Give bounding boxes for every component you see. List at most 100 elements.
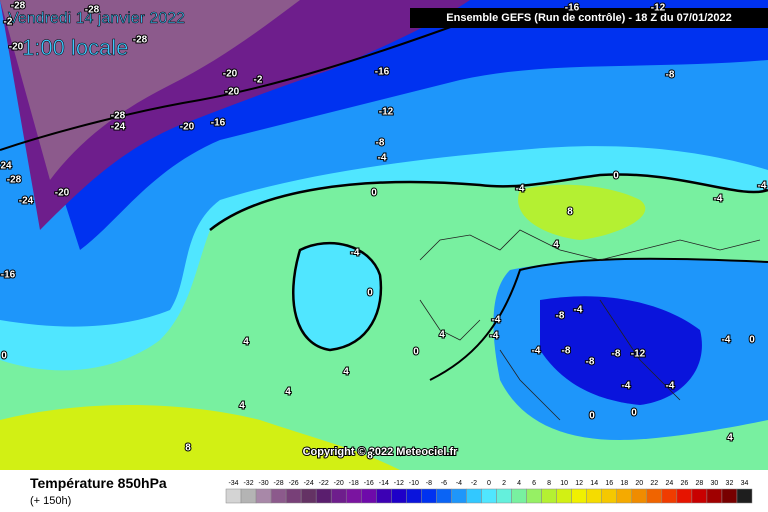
local-time: 1:00 locale: [22, 35, 128, 60]
contour-label: 0: [367, 288, 373, 299]
field-balkans-core: [540, 296, 702, 405]
contour-label: 0: [749, 335, 755, 346]
scale-swatch: [616, 488, 633, 504]
field-warm-north: [518, 184, 646, 240]
scale-label: -32: [243, 480, 253, 487]
scale-swatch: [721, 488, 738, 504]
field-warm-south: [0, 405, 400, 470]
scale-label: 32: [726, 480, 734, 487]
scale-label: 24: [665, 480, 673, 487]
contour-label: -12: [651, 3, 666, 14]
contour-label: 0: [613, 171, 619, 182]
contour-label: -16: [375, 67, 390, 78]
scale-label: 30: [711, 480, 719, 487]
isotherm-cold: [0, 19, 471, 151]
scale-label: 0: [487, 480, 491, 487]
scale-swatch: [225, 488, 242, 504]
scale-swatch: [315, 488, 332, 504]
contour-label: -4: [516, 184, 525, 195]
scale-label: -16: [364, 480, 374, 487]
contour-label: -4: [574, 305, 583, 316]
run-box: [410, 8, 768, 28]
contour-label: 4: [243, 337, 249, 348]
scale-swatch: [330, 488, 347, 504]
scale-label: -4: [456, 480, 462, 487]
scale-label: -22: [319, 480, 329, 487]
scale-label: -10: [409, 480, 419, 487]
contour-label: 4: [553, 240, 559, 251]
scale-label: -18: [349, 480, 359, 487]
scale-swatch: [421, 488, 437, 504]
contour-label: 4: [343, 367, 349, 378]
scale-swatch: [691, 488, 708, 504]
contour-label: -4: [490, 331, 499, 342]
contour-label: -4: [666, 381, 675, 392]
scale-swatch: [571, 488, 587, 504]
scale-swatch: [631, 488, 648, 504]
contour-label: -20: [225, 87, 240, 98]
contour-label: -12: [631, 349, 646, 360]
contour-label: -20: [180, 122, 195, 133]
contour-label: -4: [351, 248, 360, 259]
contour-label: 4: [285, 387, 291, 398]
contour-label: -4: [378, 153, 387, 164]
isotherm-balkans: [429, 257, 768, 381]
scale-label: 4: [517, 480, 521, 487]
scale-label: 8: [547, 480, 551, 487]
contour-label: -8: [612, 349, 621, 360]
contour-label: -20: [223, 69, 238, 80]
scale-label: 34: [741, 480, 749, 487]
scale-swatch: [601, 488, 617, 504]
scale-swatch: [481, 488, 497, 504]
scale-label: 10: [560, 480, 568, 487]
contour-label: -4: [758, 181, 767, 192]
zero-isotherm-loop: [292, 241, 383, 352]
contour-label: 0: [1, 351, 7, 362]
contour-label: -20: [9, 42, 24, 53]
field-arctic: [0, 0, 300, 180]
scale-swatch: [285, 488, 302, 504]
contour-label: -4: [722, 335, 731, 346]
contour-label: -16: [565, 3, 580, 14]
contour-label: -12: [379, 107, 394, 118]
contour-label: -8: [666, 70, 675, 81]
scale-label: 14: [590, 480, 598, 487]
copyright: Copyright © 2022 Meteociel.fr: [303, 446, 459, 458]
scale-label: 26: [680, 480, 688, 487]
contour-label: -2: [4, 17, 13, 28]
contour-label: -20: [55, 188, 70, 199]
run-info: Ensemble GEFS (Run de contrôle) - 18 Z d…: [446, 12, 731, 24]
scale-label: 28: [696, 480, 704, 487]
contour-label: -4: [492, 315, 501, 326]
scale-label: 22: [650, 480, 658, 487]
scale-swatch: [646, 488, 663, 504]
contour-label: -16: [211, 118, 226, 129]
contour-label: 4: [239, 401, 245, 412]
legend-title: Température 850hPa: [30, 475, 167, 491]
scale-swatch: [451, 488, 467, 504]
contour-label: 0: [589, 411, 595, 422]
scale-swatch: [706, 488, 723, 504]
contour-label: -16: [1, 270, 16, 281]
scale-swatch: [541, 488, 557, 504]
scale-swatch: [466, 488, 482, 504]
scale-label: -12: [394, 480, 404, 487]
contour-labels: -28-2-20-28-28-20-2-20-16-28-24 -20 -16-12…: [0, 0, 768, 463]
coastlines: [419, 229, 761, 421]
contour-label: -24: [19, 196, 34, 207]
scale-swatch: [736, 488, 753, 504]
scale-swatch: [406, 488, 422, 504]
scale-label: 12: [575, 480, 583, 487]
scale-swatch: [255, 488, 272, 504]
scale-label: -2: [471, 480, 477, 487]
scale-swatch: [376, 488, 392, 504]
scale-label: -34: [228, 480, 238, 487]
contour-label: -28: [11, 1, 26, 12]
contour-label: -4: [714, 194, 723, 205]
contour-label: -8: [562, 346, 571, 357]
contour-label: -28: [111, 111, 126, 122]
scale-swatch: [391, 488, 407, 504]
contour-label: -4: [532, 346, 541, 357]
